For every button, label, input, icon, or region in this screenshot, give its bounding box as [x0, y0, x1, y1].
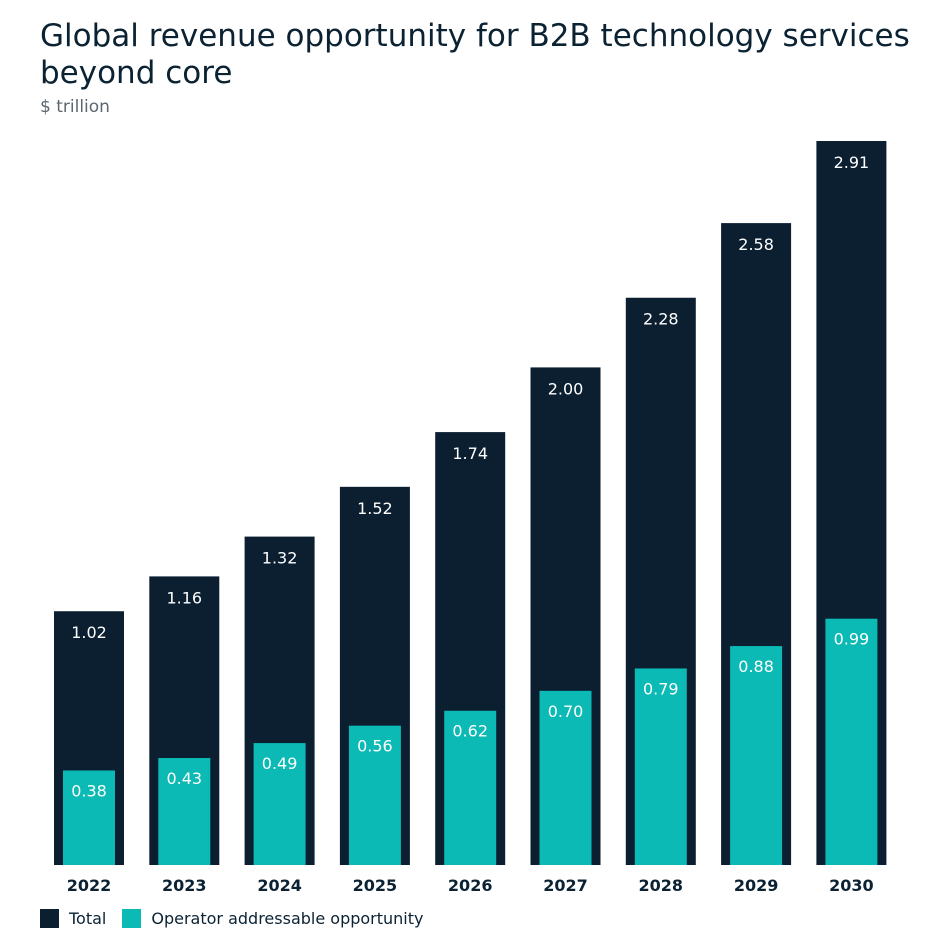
bar-operator-2025: [348, 725, 401, 865]
legend: Total Operator addressable opportunity: [40, 909, 439, 928]
legend-item-operator: Operator addressable opportunity: [122, 909, 423, 928]
data-label-total-2028: 2.28: [643, 310, 679, 329]
data-label-operator-2026: 0.62: [452, 722, 488, 741]
data-label-operator-2027: 0.70: [548, 702, 584, 721]
legend-item-total: Total: [40, 909, 106, 928]
data-label-total-2026: 1.74: [452, 444, 488, 463]
data-label-total-2022: 1.02: [71, 623, 107, 642]
x-tick-label-2025: 2025: [353, 876, 398, 895]
x-tick-label-2023: 2023: [162, 876, 207, 895]
x-tick-label-2022: 2022: [67, 876, 112, 895]
data-label-total-2025: 1.52: [357, 499, 393, 518]
x-tick-label-2029: 2029: [734, 876, 779, 895]
chart-subtitle: $ trillion: [40, 97, 110, 117]
data-label-total-2027: 2.00: [548, 379, 584, 398]
legend-swatch-total: [40, 909, 59, 928]
data-label-operator-2030: 0.99: [834, 630, 870, 649]
data-label-operator-2028: 0.79: [643, 679, 679, 698]
data-label-operator-2023: 0.43: [166, 769, 202, 788]
data-label-total-2023: 1.16: [166, 588, 202, 607]
bar-operator-2029: [730, 646, 783, 865]
x-tick-label-2027: 2027: [543, 876, 588, 895]
legend-label-total: Total: [69, 909, 107, 928]
legend-label-operator: Operator addressable opportunity: [151, 909, 424, 928]
chart-title: Global revenue opportunity for B2B techn…: [40, 18, 910, 91]
bar-operator-2022: [63, 770, 115, 865]
bar-operator-2023: [158, 758, 211, 865]
bar-operator-2030: [825, 618, 878, 865]
data-label-total-2030: 2.91: [834, 153, 870, 172]
data-label-operator-2024: 0.49: [262, 754, 298, 773]
bar-chart: 1.02 0.38 2022 1.16 0.43 2023 1.32 0.49 2024 1.52…: [54, 141, 887, 895]
data-label-total-2029: 2.58: [738, 235, 774, 254]
data-label-operator-2029: 0.88: [738, 657, 774, 676]
x-tick-label-2030: 2030: [829, 876, 874, 895]
bar-operator-2026: [444, 710, 497, 865]
x-tick-label-2028: 2028: [639, 876, 684, 895]
bar-operator-2028: [634, 668, 687, 865]
data-label-operator-2025: 0.56: [357, 737, 393, 756]
bar-operator-2024: [253, 743, 306, 865]
bar-operator-2027: [539, 690, 592, 865]
x-tick-label-2024: 2024: [257, 876, 302, 895]
x-tick-label-2026: 2026: [448, 876, 493, 895]
legend-swatch-operator: [122, 909, 142, 928]
data-label-operator-2022: 0.38: [71, 781, 107, 800]
data-label-total-2024: 1.32: [262, 549, 298, 568]
